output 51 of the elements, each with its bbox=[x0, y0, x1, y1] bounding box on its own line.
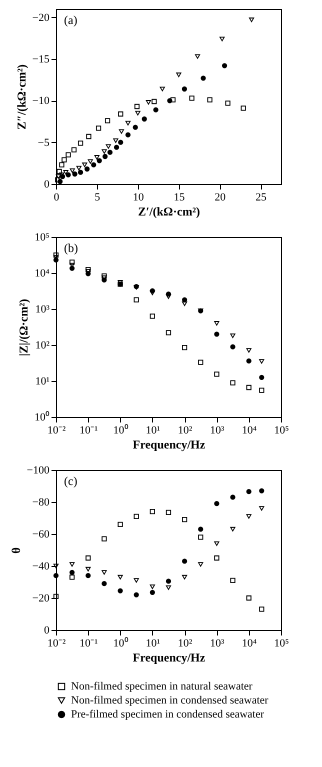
x-tick-label: 10⁻¹ bbox=[79, 638, 98, 650]
x-tick-label: 10⁻² bbox=[47, 638, 66, 650]
x-tick-label: 10³ bbox=[210, 638, 226, 650]
y-tick-label: −40 bbox=[32, 560, 50, 572]
y-tick-label: 0 bbox=[44, 624, 50, 636]
x-tick-label: 10⁻¹ bbox=[79, 424, 98, 436]
y-axis-title: Z″/(kΩ·cm²) bbox=[14, 64, 28, 130]
y-tick-label: −15 bbox=[32, 54, 50, 66]
x-tick-label: 10⁻² bbox=[47, 424, 66, 436]
x-axis-title: Frequency/Hz bbox=[132, 650, 206, 664]
x-tick-label: 10⁴ bbox=[242, 424, 257, 436]
y-tick-label: 0 bbox=[44, 178, 50, 190]
x-tick-label: 15 bbox=[174, 192, 186, 204]
y-tick-label: 10⁵ bbox=[34, 232, 50, 244]
y-tick-label: −80 bbox=[32, 496, 50, 508]
y-tick-label: −60 bbox=[32, 528, 50, 540]
x-tick-label: 10⁰ bbox=[113, 636, 128, 650]
x-tick-label: 10¹ bbox=[146, 424, 160, 436]
y-tick-label: 10⁰ bbox=[34, 410, 50, 424]
annotation: (a) bbox=[64, 13, 78, 27]
y-tick-label: 10² bbox=[35, 340, 50, 352]
x-tick-label: 5 bbox=[94, 192, 101, 204]
x-tick-label: 10⁵ bbox=[274, 638, 290, 650]
x-tick-label: 0 bbox=[54, 192, 60, 204]
x-tick-label: 10⁵ bbox=[274, 424, 290, 436]
legend-label: Non-filmed specimen in condensed seawater bbox=[71, 694, 269, 706]
x-axis-title: Frequency/Hz bbox=[132, 438, 206, 452]
x-tick-label: 10⁴ bbox=[242, 638, 257, 650]
x-axis-title: Z′/(kΩ·cm²) bbox=[138, 204, 200, 218]
y-tick-label: −5 bbox=[38, 136, 50, 149]
y-axis-title: |Z|/(Ω·cm²) bbox=[16, 298, 30, 356]
x-tick-label: 10⁰ bbox=[113, 424, 128, 436]
x-tick-label: 10¹ bbox=[146, 638, 160, 650]
y-tick-label: 10⁴ bbox=[34, 268, 50, 280]
legend-label: Non-filmed specimen in natural seawater bbox=[71, 680, 253, 692]
annotation: (c) bbox=[64, 474, 78, 488]
x-tick-label: 10³ bbox=[210, 424, 226, 436]
y-tick-label: −20 bbox=[32, 592, 50, 604]
x-tick-label: 25 bbox=[256, 192, 268, 204]
x-tick-label: 10² bbox=[178, 638, 193, 650]
x-tick-label: 20 bbox=[214, 192, 226, 204]
legend-label: Pre-filmed specimen in condensed seawater bbox=[71, 708, 264, 720]
x-tick-label: 10² bbox=[178, 424, 193, 436]
y-tick-label: −10 bbox=[32, 95, 50, 108]
annotation: (b) bbox=[64, 241, 78, 255]
y-axis-title: θ bbox=[8, 547, 23, 554]
y-tick-label: 10¹ bbox=[35, 376, 50, 388]
y-tick-label: 10³ bbox=[35, 304, 50, 316]
y-tick-label: −100 bbox=[26, 464, 50, 476]
x-tick-label: 10 bbox=[132, 192, 144, 204]
y-tick-label: −20 bbox=[32, 12, 50, 24]
